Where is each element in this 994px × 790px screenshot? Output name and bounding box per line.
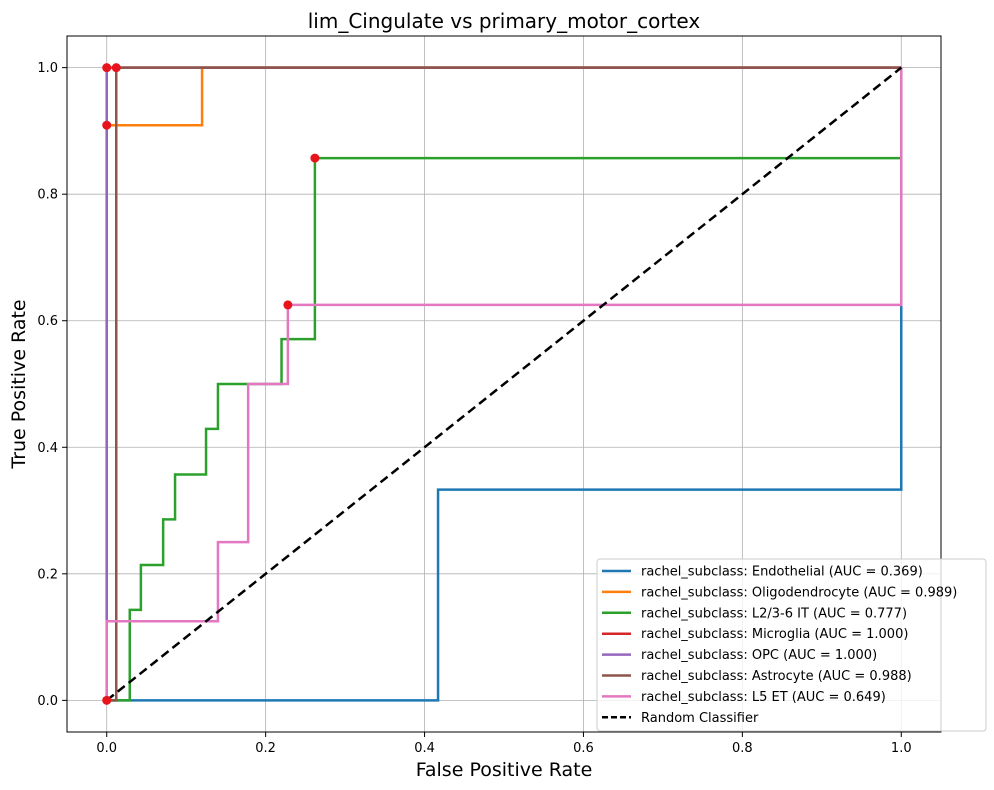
threshold-marker <box>310 153 320 163</box>
threshold-marker <box>102 63 112 73</box>
random-classifier-line <box>105 66 903 702</box>
x-tick-label: 0.6 <box>573 741 594 756</box>
x-axis-label: False Positive Rate <box>416 759 593 781</box>
x-tick-label: 0.2 <box>255 741 276 756</box>
series-line-6 <box>105 67 903 701</box>
threshold-marker <box>283 300 293 310</box>
y-tick-label: 1.0 <box>37 61 58 76</box>
legend-label: rachel_subclass: L2/3-6 IT (AUC = 0.777) <box>641 606 907 621</box>
x-tick-label: 0.4 <box>414 741 435 756</box>
legend-label: Random Classifier <box>641 711 759 726</box>
threshold-marker <box>102 695 112 705</box>
legend-label: rachel_subclass: Oligodendrocyte (AUC = … <box>641 585 957 600</box>
y-tick-label: 0.4 <box>37 441 58 456</box>
series-line-5 <box>106 66 902 702</box>
plot-frame <box>66 35 942 733</box>
series-line-2 <box>106 67 903 702</box>
legend-label: rachel_subclass: OPC (AUC = 1.000) <box>641 648 877 663</box>
x-tick-label: 1.0 <box>891 741 912 756</box>
legend-label: rachel_subclass: Astrocyte (AUC = 0.988) <box>641 669 912 684</box>
chart-title: lim_Cingulate vs primary_motor_cortex <box>308 9 701 33</box>
y-axis-label: True Positive Rate <box>8 299 30 469</box>
threshold-markers <box>102 63 320 705</box>
legend-label: rachel_subclass: Endothelial (AUC = 0.36… <box>641 565 923 580</box>
x-tick-label: 0.0 <box>96 741 117 756</box>
x-tick-label: 0.8 <box>732 741 753 756</box>
y-tick-label: 0.0 <box>37 694 58 709</box>
threshold-marker <box>102 120 112 130</box>
axis-ticks: 0.0 0.2 0.4 0.6 0.8 1.0 0.0 0.2 0.4 0.6 0.8 1.0 <box>37 61 911 756</box>
legend-label: rachel_subclass: L5 ET (AUC = 0.649) <box>641 690 886 705</box>
series-line-0 <box>106 67 903 702</box>
legend-label: rachel_subclass: Microglia (AUC = 1.000) <box>641 627 908 642</box>
legend: rachel_subclass: Endothelial (AUC = 0.36… <box>596 558 987 732</box>
y-tick-label: 0.2 <box>37 567 58 582</box>
y-tick-label: 0.8 <box>37 188 58 203</box>
threshold-marker <box>111 63 121 73</box>
legend-box <box>596 558 987 732</box>
y-tick-label: 0.6 <box>37 314 58 329</box>
